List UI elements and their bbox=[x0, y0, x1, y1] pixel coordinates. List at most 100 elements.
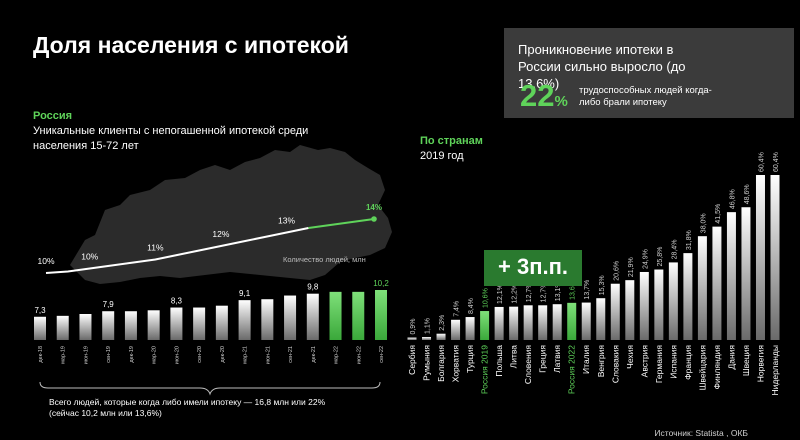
month-tick-4: дек-19 bbox=[129, 346, 135, 363]
page-title: Доля населения с ипотекой bbox=[33, 32, 349, 58]
country-value-2: 2,3% bbox=[439, 315, 446, 331]
country-value-5: 10,6% bbox=[483, 288, 490, 308]
month-tick-10: июн-21 bbox=[265, 346, 271, 364]
month-bar-0 bbox=[34, 316, 46, 340]
country-value-7: 12,2% bbox=[512, 284, 519, 304]
month-bar-13 bbox=[329, 291, 342, 340]
country-bar-14 bbox=[610, 283, 620, 340]
country-label-21: Финляндия bbox=[712, 345, 722, 390]
country-value-25: 60,4% bbox=[773, 152, 780, 172]
country-label-4: Турция bbox=[465, 345, 475, 373]
badge-plus-3pp: + 3п.п. bbox=[484, 250, 582, 286]
share-label-4: 13% bbox=[278, 216, 295, 226]
country-value-10: 13,1% bbox=[555, 281, 562, 301]
country-value-3: 7,4% bbox=[454, 301, 461, 317]
country-value-13: 15,3% bbox=[599, 275, 606, 295]
month-bar-value-12: 9,8 bbox=[307, 283, 319, 292]
month-bar-value-15: 10,2 bbox=[373, 279, 389, 288]
country-label-20: Швейцария bbox=[697, 345, 707, 391]
country-label-5: Россия 2019 bbox=[480, 345, 490, 394]
country-value-20: 38,0% bbox=[700, 213, 707, 233]
month-tick-7: сен-20 bbox=[197, 346, 203, 363]
month-bar-10 bbox=[261, 299, 274, 340]
month-bar-value-3: 7,9 bbox=[103, 300, 115, 309]
country-bar-13 bbox=[596, 298, 606, 340]
country-label-13: Венгрия bbox=[596, 345, 606, 378]
country-label-3: Хорватия bbox=[451, 345, 461, 383]
country-value-17: 25,8% bbox=[657, 247, 664, 267]
share-line-recent bbox=[308, 218, 375, 229]
country-bar-21 bbox=[712, 226, 722, 340]
country-label-15: Чехия bbox=[625, 345, 635, 369]
country-label-25: Нидерланды bbox=[770, 345, 780, 395]
country-value-12: 13,7% bbox=[584, 280, 591, 300]
share-label-2: 11% bbox=[147, 243, 164, 253]
country-bar-8 bbox=[523, 305, 533, 340]
country-label-24: Норвегия bbox=[755, 345, 765, 383]
month-bar-8 bbox=[215, 305, 228, 340]
month-tick-9: мар-21 bbox=[243, 346, 249, 364]
russia-heading: Россия bbox=[33, 110, 73, 122]
country-bar-12 bbox=[581, 302, 591, 340]
country-label-16: Австрия bbox=[639, 345, 649, 378]
month-bar-3 bbox=[102, 311, 115, 340]
country-bar-22 bbox=[726, 212, 736, 340]
country-value-19: 31,8% bbox=[686, 230, 693, 250]
share-label-0: 10% bbox=[37, 256, 54, 266]
country-bar-11 bbox=[567, 302, 577, 340]
country-label-19: Франция bbox=[683, 345, 693, 380]
country-value-23: 48,6% bbox=[744, 184, 751, 204]
month-tick-13: мар-22 bbox=[334, 346, 340, 364]
country-label-14: Словакия bbox=[610, 345, 620, 384]
country-value-6: 12,1% bbox=[497, 284, 504, 304]
month-bar-value-6: 8,3 bbox=[171, 297, 183, 306]
callout-box: Проникновение ипотеки в России сильно вы… bbox=[504, 28, 794, 118]
country-value-15: 21,9% bbox=[628, 257, 635, 277]
footnote-bracket bbox=[39, 381, 381, 396]
country-value-24: 60,4% bbox=[758, 152, 765, 172]
country-bar-9 bbox=[538, 305, 548, 340]
callout-big-unit: % bbox=[554, 93, 568, 110]
month-bar-12 bbox=[306, 293, 319, 340]
country-label-18: Испания bbox=[668, 345, 678, 379]
country-label-2: Болгария bbox=[436, 345, 446, 382]
country-value-21: 41,5% bbox=[715, 204, 722, 224]
country-label-7: Литва bbox=[509, 345, 519, 369]
month-tick-12: дек-21 bbox=[311, 346, 317, 363]
month-bar-value-0: 7,3 bbox=[34, 306, 46, 315]
month-bar-5 bbox=[147, 310, 160, 340]
country-bar-10 bbox=[552, 304, 562, 340]
country-label-10: Латвия bbox=[552, 345, 562, 373]
country-label-17: Германия bbox=[654, 345, 664, 384]
russia-subtitle: Уникальные клиенты с непогашенной ипотек… bbox=[33, 125, 309, 152]
share-label-1: 10% bbox=[81, 252, 98, 262]
country-value-8: 12,7% bbox=[526, 282, 533, 302]
month-bar-value-9: 9,1 bbox=[239, 289, 251, 298]
countries-heading: По странам bbox=[420, 135, 483, 147]
month-tick-0: дек-18 bbox=[38, 346, 44, 363]
country-label-12: Италия bbox=[581, 345, 591, 374]
country-bar-23 bbox=[741, 207, 751, 340]
russia-map-silhouette bbox=[70, 145, 392, 284]
y-label-count: Количество людей, млн bbox=[283, 255, 366, 264]
callout-big-value: 22% bbox=[520, 78, 568, 114]
share-line bbox=[45, 227, 309, 274]
month-tick-5: мар-20 bbox=[152, 346, 158, 364]
month-tick-11: сен-21 bbox=[288, 346, 294, 363]
country-label-23: Швеция bbox=[741, 345, 751, 377]
country-bar-4 bbox=[465, 317, 475, 340]
country-value-4: 8,4% bbox=[468, 298, 475, 314]
country-bar-2 bbox=[436, 333, 446, 340]
country-label-22: Дания bbox=[726, 345, 736, 370]
country-bar-17 bbox=[654, 269, 664, 340]
country-label-0: Сербия bbox=[407, 345, 417, 375]
country-bar-18 bbox=[668, 262, 678, 340]
share-label-5: 14% bbox=[366, 203, 382, 212]
country-value-22: 46,8% bbox=[729, 189, 736, 209]
country-value-0: 0,9% bbox=[410, 319, 417, 335]
source-note: Источник: Statista , ОКБ bbox=[654, 428, 748, 438]
country-label-1: Румыния bbox=[422, 345, 432, 381]
country-value-11: 13,6% bbox=[570, 280, 577, 300]
country-bar-25 bbox=[770, 175, 780, 340]
